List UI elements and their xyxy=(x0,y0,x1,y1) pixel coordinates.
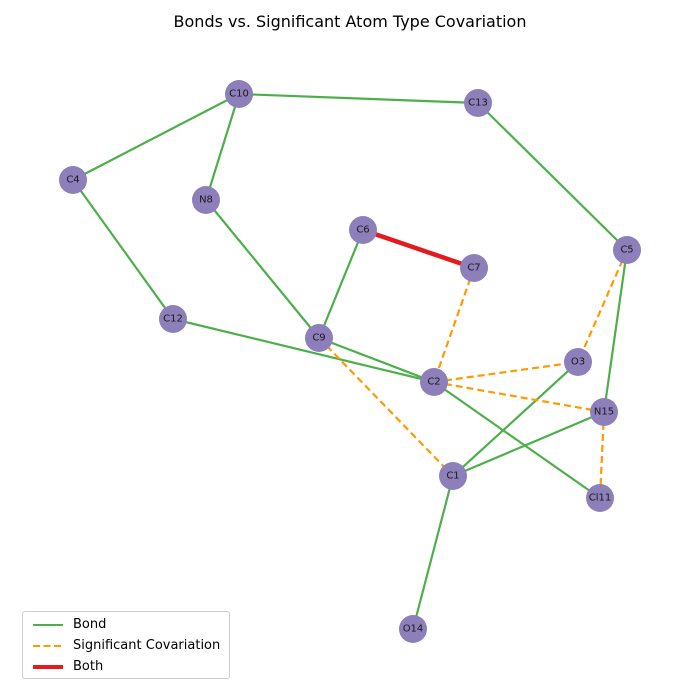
legend-item-covariation: Significant Covariation xyxy=(31,636,226,656)
node-label-C7: C7 xyxy=(467,263,480,274)
legend-label-both: Both xyxy=(73,659,104,674)
node-C12: C12 xyxy=(159,305,187,333)
edge-bond-C13-C5 xyxy=(477,102,628,251)
node-C6: C6 xyxy=(349,216,377,244)
node-label-C2: C2 xyxy=(427,377,440,388)
edge-bond-C10-C13 xyxy=(238,92,479,105)
edges-layer xyxy=(72,92,629,630)
node-N8: N8 xyxy=(192,186,220,214)
node-label-N15: N15 xyxy=(594,407,614,418)
legend: Bond Significant Covariation Both xyxy=(22,611,230,679)
legend-label-bond: Bond xyxy=(73,617,107,632)
edge-covariation-C5-O3 xyxy=(576,249,629,363)
legend-swatch-covariation xyxy=(33,645,63,647)
node-label-C6: C6 xyxy=(356,225,369,236)
edge-covariation-C7-C2 xyxy=(432,267,476,383)
node-circle-C9 xyxy=(305,324,333,352)
edge-bond-C5-N15 xyxy=(602,249,629,413)
edge-covariation-C9-C1 xyxy=(318,337,454,477)
node-circle-C1 xyxy=(439,462,467,490)
node-O14: O14 xyxy=(399,615,427,643)
node-label-C10: C10 xyxy=(229,89,249,100)
edge-bond-C10-N8 xyxy=(204,93,241,201)
node-C2: C2 xyxy=(420,368,448,396)
node-label-N8: N8 xyxy=(199,195,213,206)
edge-both-C6-C7 xyxy=(362,227,475,271)
node-C1: C1 xyxy=(439,462,467,490)
node-circle-C12 xyxy=(159,305,187,333)
node-C10: C10 xyxy=(225,80,253,108)
node-N15: N15 xyxy=(590,398,618,426)
edge-covariation-N15-Cl11 xyxy=(598,411,606,499)
node-circle-C6 xyxy=(349,216,377,244)
node-label-C5: C5 xyxy=(620,245,633,256)
legend-item-bond: Bond xyxy=(31,615,226,635)
node-label-O3: O3 xyxy=(571,357,585,368)
node-label-C12: C12 xyxy=(163,314,183,325)
edge-bond-N8-C9 xyxy=(205,199,320,339)
node-circle-C13 xyxy=(464,89,492,117)
edge-bond-C12-C2 xyxy=(172,317,435,384)
edge-bond-C9-C2 xyxy=(318,336,435,384)
chart-title: Bonds vs. Significant Atom Type Covariat… xyxy=(173,12,527,31)
node-O3: O3 xyxy=(564,348,592,376)
edge-bond-C10-C4 xyxy=(72,93,240,181)
legend-label-covariation: Significant Covariation xyxy=(73,638,221,653)
edge-bond-C2-Cl11 xyxy=(433,381,601,499)
node-circle-N15 xyxy=(590,398,618,426)
node-circle-O3 xyxy=(564,348,592,376)
node-circle-C4 xyxy=(59,166,87,194)
node-C9: C9 xyxy=(305,324,333,352)
node-Cl11: Cl11 xyxy=(586,484,614,512)
nodes-layer: C10 C13 C4 N8 C6 C7 C5 C12 C9 O3 C2 N15 C1 Cl11 O14 xyxy=(59,80,641,643)
legend-swatch-bond xyxy=(33,624,63,626)
node-C4: C4 xyxy=(59,166,87,194)
edge-bond-C4-C12 xyxy=(72,179,174,320)
node-circle-C10 xyxy=(225,80,253,108)
node-label-Cl11: Cl11 xyxy=(589,493,612,504)
node-C7: C7 xyxy=(460,254,488,282)
node-circle-O14 xyxy=(399,615,427,643)
node-circle-N8 xyxy=(192,186,220,214)
legend-item-both: Both xyxy=(31,657,226,677)
node-circle-C7 xyxy=(460,254,488,282)
node-circle-C5 xyxy=(613,236,641,264)
node-label-C9: C9 xyxy=(312,333,325,344)
edge-covariation-C2-N15 xyxy=(433,380,605,414)
node-label-C1: C1 xyxy=(446,471,459,482)
edge-covariation-C2-O3 xyxy=(433,360,579,384)
edge-bond-O3-C1 xyxy=(452,361,579,477)
node-circle-Cl11 xyxy=(586,484,614,512)
node-C13: C13 xyxy=(464,89,492,117)
node-label-C13: C13 xyxy=(468,98,488,109)
node-C5: C5 xyxy=(613,236,641,264)
edge-bond-C6-C9 xyxy=(317,229,365,339)
edge-bond-N15-C1 xyxy=(452,410,605,478)
legend-swatch-both xyxy=(33,665,63,669)
edge-bond-C1-O14 xyxy=(411,475,455,630)
node-circle-C2 xyxy=(420,368,448,396)
node-label-C4: C4 xyxy=(66,175,79,186)
node-label-O14: O14 xyxy=(403,624,424,635)
